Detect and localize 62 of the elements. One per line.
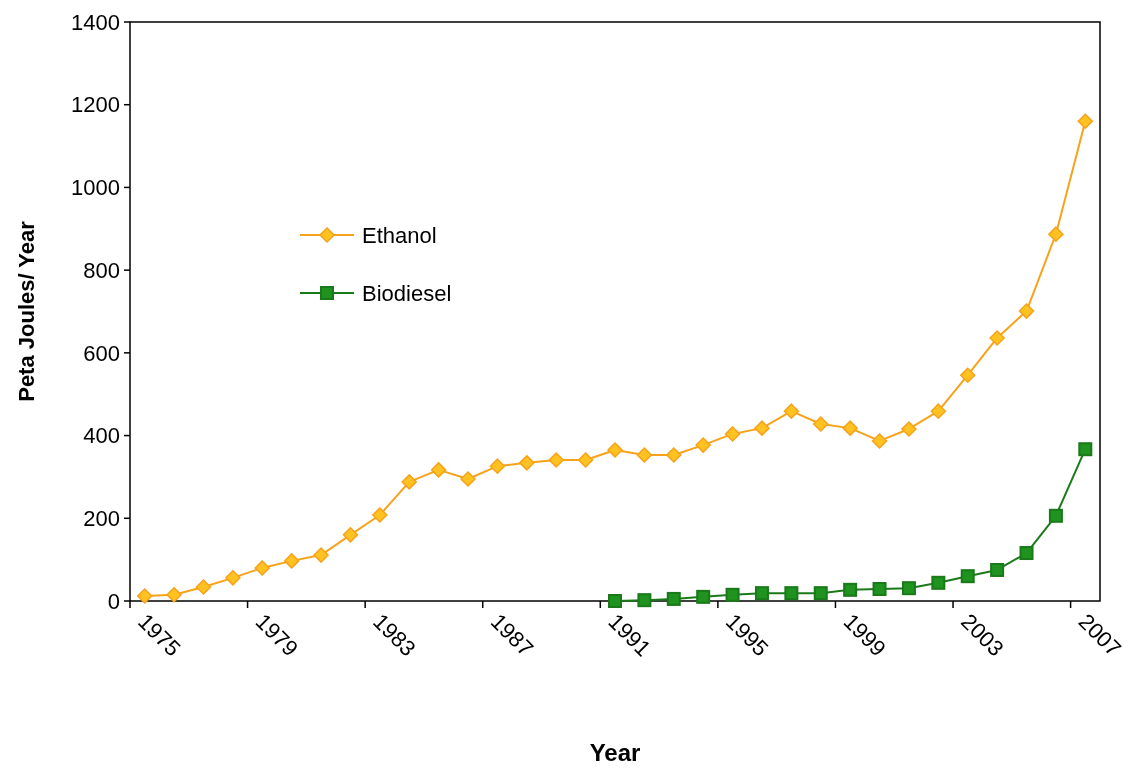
point: [1048, 508, 1063, 523]
point: [960, 569, 975, 584]
y-tick-label: 400: [83, 423, 120, 449]
point: [871, 433, 888, 449]
point: [813, 416, 829, 432]
y-tick-label: 800: [83, 257, 120, 283]
point: [577, 452, 594, 468]
point: [1077, 113, 1094, 130]
y-axis-title: Peta Joules/ Year: [14, 220, 39, 402]
point: [931, 575, 946, 590]
point: [1018, 303, 1035, 319]
point: [784, 586, 799, 601]
y-tick-label: 600: [83, 340, 120, 366]
point: [166, 587, 182, 603]
point: [342, 527, 359, 543]
point: [430, 462, 447, 478]
point: [225, 570, 241, 586]
point: [608, 594, 622, 608]
y-tick-label: 0: [107, 588, 120, 614]
point: [725, 587, 740, 602]
point: [901, 581, 916, 596]
point: [695, 437, 711, 453]
legend-label: Biodiesel: [362, 280, 452, 306]
point: [930, 403, 947, 419]
legend-label: Ethanol: [362, 222, 437, 248]
y-tick-label: 1400: [71, 9, 120, 35]
point: [519, 455, 535, 471]
point: [783, 403, 800, 419]
point: [548, 452, 564, 468]
point: [901, 421, 917, 437]
point: [813, 586, 828, 601]
point: [401, 474, 417, 490]
point: [989, 330, 1005, 346]
y-tick-label: 1000: [71, 175, 120, 201]
point: [254, 560, 271, 576]
point: [460, 471, 476, 487]
y-tick-label: 1200: [71, 92, 120, 118]
point: [696, 589, 711, 604]
point: [1048, 226, 1064, 242]
point: [1019, 546, 1034, 561]
point: [754, 420, 770, 436]
point: [372, 507, 388, 523]
point: [313, 547, 329, 563]
point: [959, 367, 976, 383]
x-axis-title: Year: [589, 739, 641, 766]
point: [990, 562, 1005, 577]
point: [489, 458, 506, 474]
point: [754, 586, 769, 601]
point: [283, 553, 300, 569]
y-tick-label: 200: [83, 505, 120, 531]
point: [1078, 442, 1093, 457]
point: [607, 442, 623, 458]
point: [637, 593, 652, 608]
point: [843, 582, 858, 597]
point: [195, 579, 212, 595]
point: [842, 420, 858, 436]
point: [666, 591, 681, 606]
point: [136, 588, 153, 604]
point: [872, 582, 887, 597]
point: [666, 447, 682, 463]
point: [636, 447, 653, 463]
point: [724, 426, 741, 442]
